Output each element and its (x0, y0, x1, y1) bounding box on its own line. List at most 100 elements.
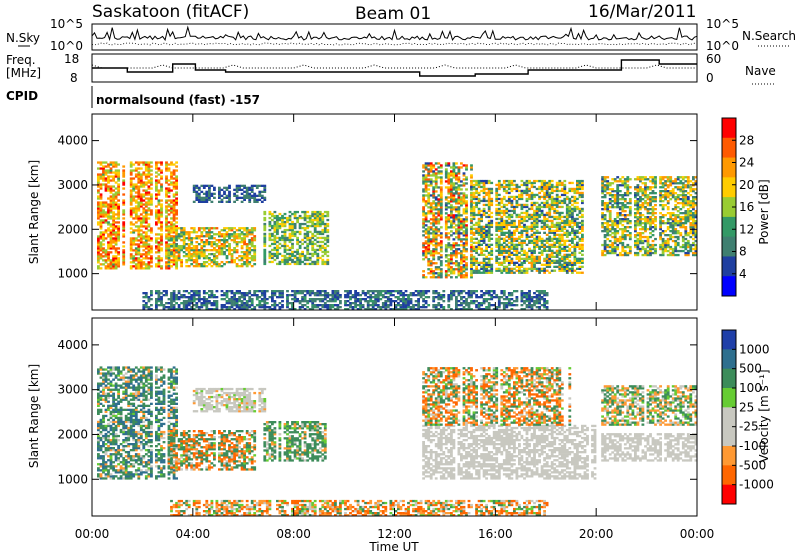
heatmap-cell (240, 241, 244, 244)
heatmap-cell (457, 220, 461, 223)
heatmap-cell (117, 227, 120, 230)
heatmap-cell (172, 263, 176, 266)
heatmap-cell (424, 200, 428, 203)
heatmap-cell (165, 227, 168, 230)
heatmap-cell (528, 193, 531, 197)
heatmap-cell (666, 237, 670, 241)
heatmap-cell (439, 248, 443, 251)
heatmap-cell (175, 255, 178, 258)
heatmap-cell (611, 224, 615, 227)
heatmap-cell (671, 190, 675, 193)
heatmap-cell (195, 237, 199, 240)
heatmap-cell (560, 269, 564, 272)
heatmap-cell (613, 180, 617, 183)
heatmap-cell (462, 196, 466, 199)
heatmap-cell (210, 241, 214, 244)
heatmap-cell (649, 232, 652, 235)
heatmap-cell (205, 196, 209, 199)
heatmap-cell (518, 221, 521, 225)
heatmap-cell (137, 163, 141, 166)
heatmap-cell (321, 212, 325, 216)
heatmap-cell (568, 267, 572, 270)
heatmap-cell (144, 231, 148, 234)
heatmap-cell (218, 245, 221, 248)
heatmap-cell (323, 252, 327, 256)
heatmap-cell (475, 197, 478, 201)
heatmap-cell (434, 222, 438, 225)
heatmap-cell (568, 221, 572, 225)
heatmap-cell (228, 192, 231, 195)
heatmap-cell (129, 241, 133, 244)
heatmap-cell (679, 222, 683, 225)
heatmap-cell (268, 236, 272, 240)
heatmap-cell (195, 186, 199, 189)
heatmap-cell (548, 219, 552, 223)
heatmap-cell (283, 242, 287, 246)
heatmap-cell (447, 246, 451, 249)
heatmap-cell (155, 161, 158, 164)
heatmap-cell (99, 205, 103, 208)
heatmap-cell (444, 244, 448, 247)
heatmap-cell (543, 243, 546, 246)
heatmap-cell (281, 230, 284, 234)
heatmap-cell (134, 191, 138, 194)
heatmap-cell (195, 265, 199, 268)
heatmap-cell (563, 261, 567, 264)
heatmap-cell (639, 239, 642, 243)
heatmap-cell (644, 178, 647, 181)
heatmap-cell (422, 200, 425, 203)
heatmap-cell (167, 247, 171, 250)
heatmap-cell (510, 225, 514, 228)
heatmap-cell (447, 178, 451, 181)
heatmap-cell (495, 233, 499, 236)
heatmap-cell (543, 225, 546, 228)
heatmap-cell (155, 215, 158, 218)
heatmap-cell (97, 181, 100, 184)
heatmap-cell (283, 232, 287, 236)
heatmap-cell (485, 223, 488, 227)
heatmap-cell (187, 249, 191, 252)
heatmap-cell (122, 261, 126, 264)
heatmap-cell (659, 243, 662, 247)
heatmap-cell (613, 232, 617, 235)
heatmap-cell (142, 267, 146, 270)
noise-tick-right-bottom: 10^0 (706, 39, 739, 53)
heatmap-cell (230, 255, 234, 258)
heatmap-cell (273, 228, 277, 232)
heatmap-cell (157, 181, 161, 184)
heatmap-cell (525, 235, 529, 238)
heatmap-cell (641, 192, 645, 195)
heatmap-cell (465, 182, 468, 185)
heatmap-cell (187, 243, 191, 246)
heatmap-cell (97, 217, 100, 220)
heatmap-cell (427, 250, 431, 253)
heatmap-cell (482, 237, 486, 240)
heatmap-cell (535, 243, 539, 246)
heatmap-cell (606, 202, 610, 205)
heatmap-cell (553, 215, 557, 219)
heatmap-cell (422, 226, 425, 229)
heatmap-cell (142, 231, 146, 234)
heatmap-cell (450, 188, 453, 191)
heatmap-cell (245, 265, 249, 268)
heatmap-cell (112, 261, 115, 264)
heatmap-cell (545, 181, 549, 185)
heatmap-cell (134, 221, 138, 224)
heatmap-cell (603, 243, 607, 247)
heatmap-cell (641, 194, 645, 197)
heatmap-cell (172, 253, 176, 256)
heatmap-cell (689, 194, 693, 197)
heatmap-cell (429, 252, 433, 255)
heatmap-cell (97, 237, 100, 240)
heatmap-cell (475, 221, 478, 225)
heatmap-cell (291, 230, 294, 234)
heatmap-cell (475, 237, 478, 240)
heatmap-cell (548, 183, 552, 187)
heatmap-cell (129, 195, 133, 198)
heatmap-cell (470, 256, 473, 259)
heatmap-cell (439, 198, 443, 201)
heatmap-cell (477, 179, 481, 183)
heatmap-cell (434, 202, 438, 205)
heatmap-cell (220, 233, 224, 236)
heatmap-cell (495, 191, 499, 195)
